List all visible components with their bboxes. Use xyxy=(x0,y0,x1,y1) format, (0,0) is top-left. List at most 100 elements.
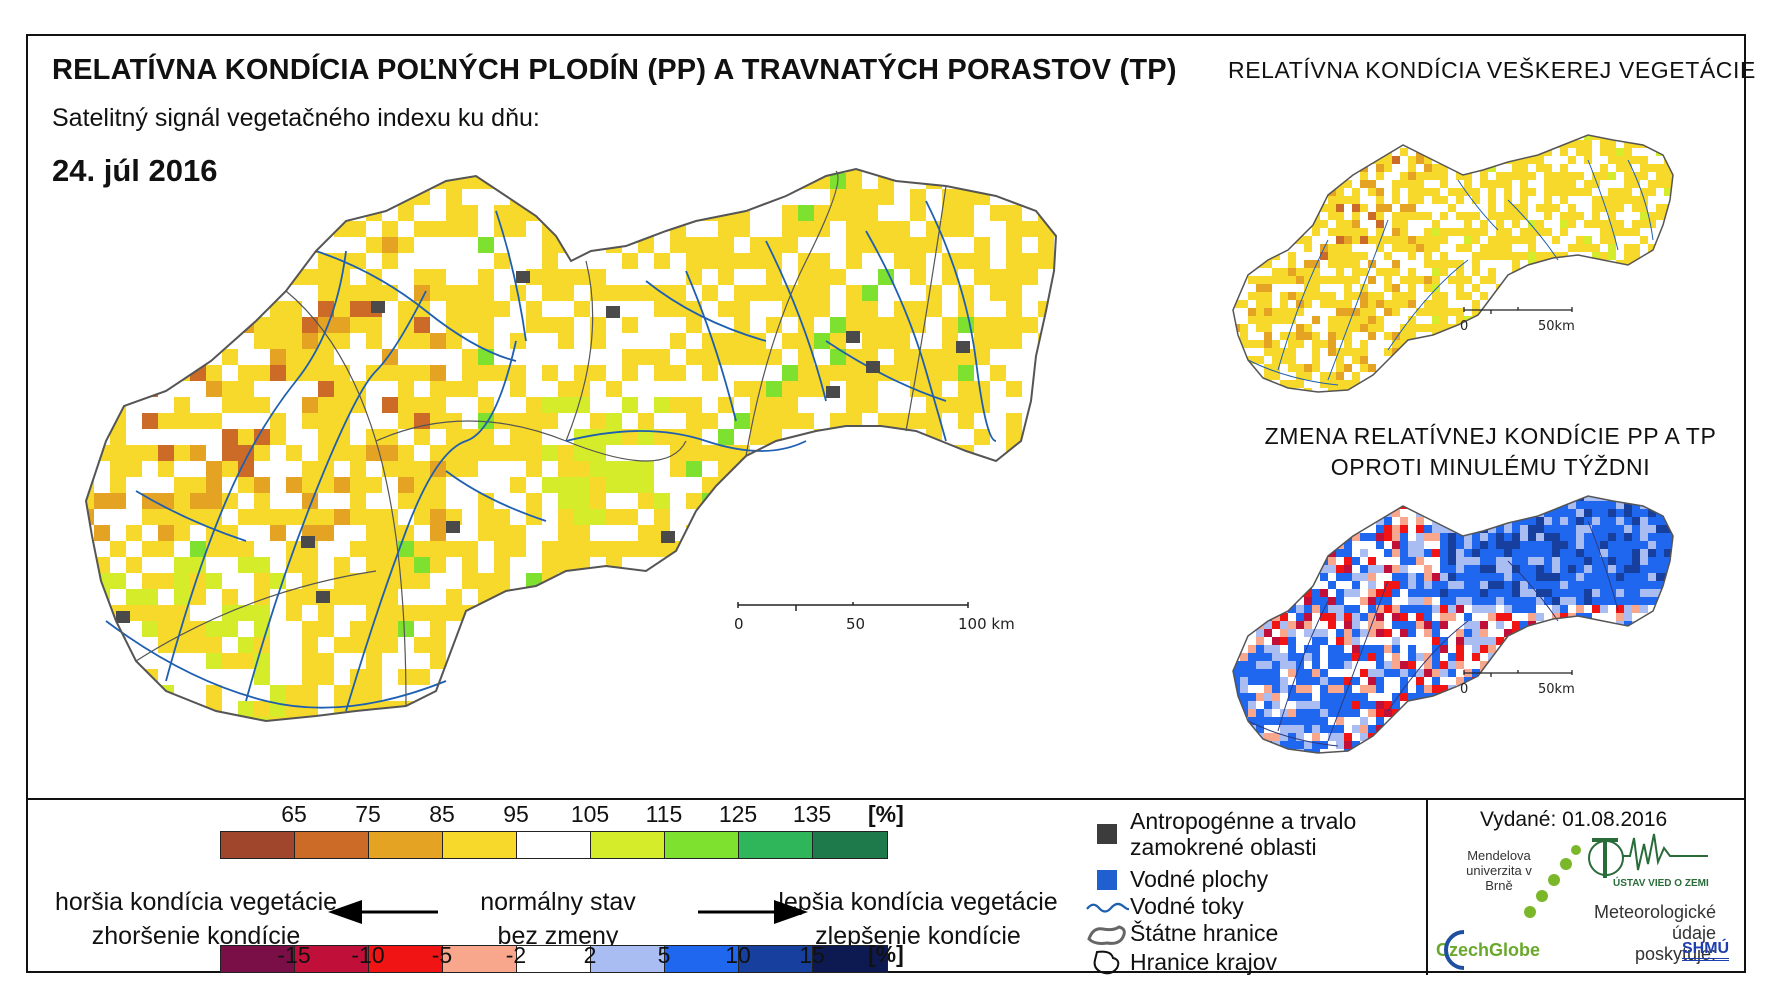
grid-cell xyxy=(206,573,222,589)
grid-cell xyxy=(238,285,254,301)
grid-cell xyxy=(270,765,286,781)
grid-cell xyxy=(1488,148,1496,156)
grid-cell xyxy=(1070,301,1086,317)
grid-cell xyxy=(1560,461,1568,469)
grid-cell xyxy=(1392,581,1400,589)
grid-cell xyxy=(1576,388,1584,392)
grid-cell xyxy=(1408,108,1416,116)
grid-cell xyxy=(830,589,846,605)
grid-cell xyxy=(1480,372,1488,380)
grid-cell xyxy=(1552,589,1560,597)
grid-cell xyxy=(1704,300,1712,308)
grid-cell xyxy=(1664,645,1672,653)
grid-cell xyxy=(1680,148,1688,156)
grid-cell xyxy=(1198,477,1206,493)
grid-cell xyxy=(1480,549,1488,557)
grid-cell xyxy=(1432,220,1440,228)
grid-cell xyxy=(942,221,958,237)
grid-cell xyxy=(430,749,446,765)
grid-cell xyxy=(1272,364,1280,372)
grid-cell xyxy=(286,701,302,717)
grid-cell xyxy=(702,237,718,253)
grid-cell xyxy=(1360,172,1368,180)
grid-cell xyxy=(1166,445,1182,461)
grid-cell xyxy=(1632,284,1640,292)
grid-cell xyxy=(1368,100,1376,108)
grid-cell xyxy=(1688,501,1696,509)
grid-cell xyxy=(462,685,478,701)
grid-cell xyxy=(302,221,318,237)
grid-cell xyxy=(494,701,510,717)
grid-cell xyxy=(430,477,446,493)
grid-cell xyxy=(1440,356,1448,364)
grid-cell xyxy=(1736,236,1744,244)
grid-cell xyxy=(1360,669,1368,677)
grid-cell xyxy=(1392,244,1400,252)
grid-cell xyxy=(366,685,382,701)
grid-cell xyxy=(1624,525,1632,533)
grid-cell xyxy=(1480,316,1488,324)
grid-cell xyxy=(686,605,702,621)
grid-cell xyxy=(1472,477,1480,485)
grid-cell xyxy=(1240,581,1248,589)
grid-cell xyxy=(1736,501,1744,509)
grid-cell xyxy=(446,605,462,621)
grid-cell xyxy=(1472,581,1480,589)
grid-cell xyxy=(1720,220,1728,228)
grid-cell xyxy=(1624,292,1632,300)
grid-cell xyxy=(1504,340,1512,348)
grid-cell xyxy=(1608,533,1616,541)
grid-cell xyxy=(1688,461,1696,469)
grid-cell xyxy=(446,589,462,605)
grid-cell xyxy=(1488,557,1496,565)
grid-cell xyxy=(1256,276,1264,284)
grid-cell xyxy=(894,573,910,589)
grid-cell xyxy=(1086,573,1102,589)
grid-cell xyxy=(1592,581,1600,589)
grid-cell xyxy=(1704,172,1712,180)
grid-cell xyxy=(1070,541,1086,557)
grid-cell xyxy=(398,365,414,381)
grid-cell xyxy=(1528,496,1536,501)
grid-cell xyxy=(798,605,814,621)
grid-cell xyxy=(1320,372,1328,380)
grid-cell xyxy=(1640,509,1648,517)
grid-cell xyxy=(1150,301,1166,317)
grid-cell xyxy=(1608,188,1616,196)
grid-cell xyxy=(1552,565,1560,573)
grid-cell xyxy=(1086,173,1102,189)
grid-cell xyxy=(1720,573,1728,581)
grid-cell xyxy=(1208,517,1216,525)
grid-cell xyxy=(1480,629,1488,637)
grid-cell xyxy=(1552,517,1560,525)
grid-cell xyxy=(1488,613,1496,621)
grid-cell xyxy=(990,333,1006,349)
grid-cell xyxy=(574,173,590,189)
grid-cell xyxy=(894,429,910,445)
grid-cell xyxy=(1368,300,1376,308)
grid-cell xyxy=(334,333,350,349)
grid-cell xyxy=(590,413,606,429)
grid-cell xyxy=(1592,196,1600,204)
grid-cell xyxy=(158,509,174,525)
grid-cell xyxy=(1656,645,1664,653)
grid-cell xyxy=(1272,469,1280,477)
grid-cell xyxy=(222,253,238,269)
grid-cell xyxy=(1496,212,1504,220)
grid-cell xyxy=(606,573,622,589)
grid-cell xyxy=(1728,509,1736,517)
grid-cell xyxy=(1408,180,1416,188)
grid-cell xyxy=(1400,204,1408,212)
grid-cell xyxy=(1233,260,1240,268)
grid-cell xyxy=(1150,429,1166,445)
grid-cell xyxy=(1224,509,1232,517)
grid-cell xyxy=(1070,461,1086,477)
grid-cell xyxy=(1312,517,1320,525)
grid-cell xyxy=(1432,308,1440,316)
grid-cell xyxy=(1264,180,1272,188)
grid-cell xyxy=(654,685,670,701)
grid-cell xyxy=(1736,565,1744,573)
grid-cell xyxy=(606,669,622,685)
grid-cell xyxy=(702,173,718,189)
grid-cell xyxy=(1672,196,1673,204)
